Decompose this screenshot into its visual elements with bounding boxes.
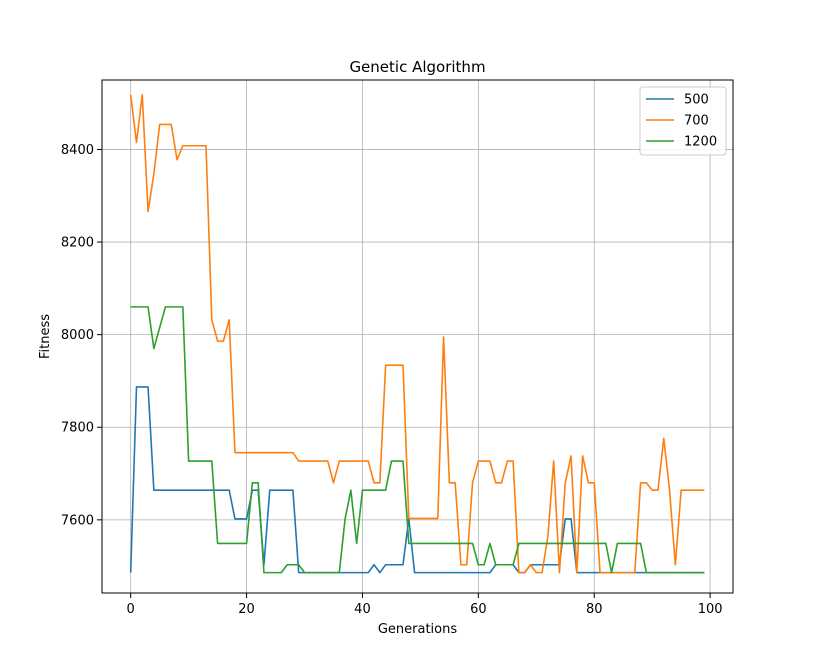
legend-label-500: 500 bbox=[684, 93, 709, 108]
legend: 500 700 1200 bbox=[639, 86, 727, 156]
x-tick-label: 80 bbox=[586, 602, 603, 617]
y-tick-label: 8000 bbox=[61, 328, 94, 343]
legend-box bbox=[639, 86, 727, 156]
ticks: 0 20 40 60 80 100 7600 7800 8000 8200 8400 bbox=[61, 143, 723, 617]
x-axis-label: Generations bbox=[378, 622, 458, 637]
x-tick-label: 20 bbox=[238, 602, 255, 617]
series-lines bbox=[129, 94, 705, 574]
legend-label-700: 700 bbox=[684, 114, 709, 129]
chart-title: Genetic Algorithm bbox=[349, 58, 485, 76]
series-line-500 bbox=[129, 386, 705, 574]
y-tick-label: 7600 bbox=[61, 513, 94, 528]
x-tick-label: 0 bbox=[127, 602, 135, 617]
y-tick-label: 7800 bbox=[61, 421, 94, 436]
series-line-1200 bbox=[130, 306, 705, 574]
axes-frame bbox=[101, 79, 734, 594]
series-line-700 bbox=[129, 94, 705, 574]
y-axis-label: Fitness bbox=[38, 314, 53, 359]
legend-label-1200: 1200 bbox=[684, 135, 717, 150]
x-tick-label: 100 bbox=[698, 602, 723, 617]
x-tick-label: 40 bbox=[354, 602, 371, 617]
y-tick-label: 8200 bbox=[61, 236, 94, 251]
y-tick-label: 8400 bbox=[61, 143, 94, 158]
x-tick-label: 60 bbox=[470, 602, 487, 617]
grid bbox=[102, 80, 733, 593]
